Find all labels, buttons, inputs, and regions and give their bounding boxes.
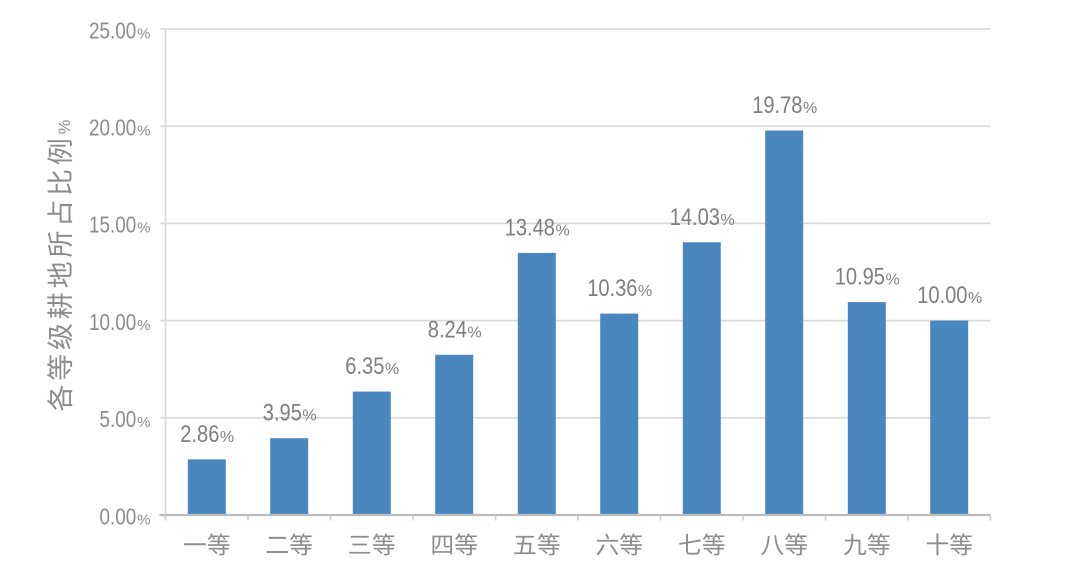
svg-text:10.36: 10.36 <box>587 275 637 302</box>
svg-text:%: % <box>968 290 982 307</box>
svg-text:3.95: 3.95 <box>263 400 302 427</box>
svg-text:%: % <box>886 272 900 289</box>
svg-text:%: % <box>385 361 399 378</box>
svg-text:10.95: 10.95 <box>835 264 885 291</box>
svg-text:8.24: 8.24 <box>428 316 467 343</box>
svg-text:%: % <box>467 324 481 341</box>
svg-text:15.00: 15.00 <box>89 212 136 238</box>
svg-text:0.00: 0.00 <box>100 503 137 529</box>
svg-text:6.35: 6.35 <box>345 353 384 380</box>
svg-text:%: % <box>556 222 570 239</box>
svg-text:%: % <box>803 100 817 117</box>
svg-text:%: % <box>137 511 150 528</box>
svg-text:%: % <box>56 119 74 134</box>
svg-text:13.48: 13.48 <box>505 214 555 241</box>
svg-text:20.00: 20.00 <box>89 115 136 141</box>
svg-text:%: % <box>302 408 316 425</box>
svg-text:14.03: 14.03 <box>670 204 720 231</box>
svg-text:2.86: 2.86 <box>180 421 219 448</box>
svg-text:%: % <box>220 429 234 446</box>
svg-text:%: % <box>137 123 150 140</box>
svg-text:10.00: 10.00 <box>917 282 967 309</box>
svg-text:5.00: 5.00 <box>100 406 137 432</box>
svg-text:%: % <box>137 317 150 334</box>
svg-text:%: % <box>137 414 150 431</box>
svg-text:25.00: 25.00 <box>89 17 136 43</box>
svg-text:%: % <box>137 220 150 237</box>
svg-text:%: % <box>721 212 735 229</box>
svg-text:%: % <box>638 283 652 300</box>
svg-text:%: % <box>137 25 150 42</box>
svg-text:19.78: 19.78 <box>752 92 802 119</box>
svg-text:10.00: 10.00 <box>89 309 136 335</box>
